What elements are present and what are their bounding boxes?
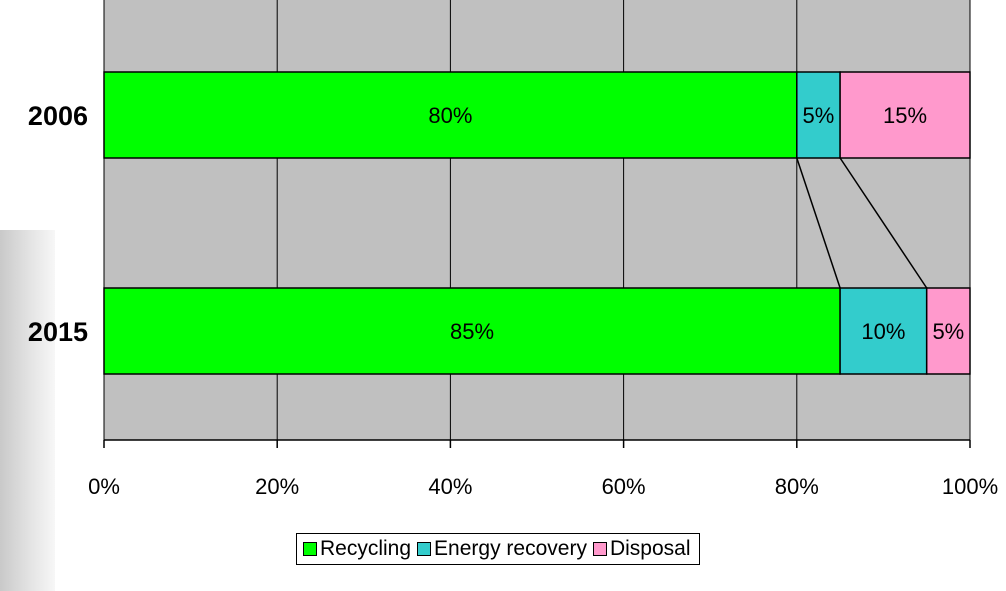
category-label: 2006 [28,101,88,131]
x-tick-labels: 0% 20% 40% 60% 80% 100% [88,474,998,499]
data-label: 15% [883,103,927,128]
bar-recycling [103,287,841,375]
legend: Recycling Energy recovery Disposal [296,533,700,565]
x-tick-label: 60% [602,474,646,499]
legend-label-disposal: Disposal [609,537,691,560]
bar-segments [103,71,971,375]
decorative-side-shade [0,230,55,591]
bar-disposal [925,287,971,375]
data-label: 85% [450,319,494,344]
bar-energy-recovery [839,287,928,375]
series-line [796,157,841,289]
legend-label-energy-recovery: Energy recovery [434,537,587,560]
stacked-bar-chart: 80% 5% 15% 85% 10% 5% 2006 2015 0% 20% 40% 60% 80%… [28,0,998,499]
x-tick-label: 20% [255,474,299,499]
legend-swatch-disposal [592,542,607,556]
x-tick-label: 0% [88,474,120,499]
legend-swatch-energy-recovery [417,542,432,556]
data-label: 80% [428,103,472,128]
x-tick-label: 80% [775,474,819,499]
x-tick-label: 100% [942,474,998,499]
data-label: 10% [861,319,905,344]
data-labels: 80% 5% 15% 85% 10% 5% [428,103,964,344]
legend-swatch-recycling [303,542,317,556]
legend-entry-energy-recovery: Energy recovery [417,537,587,561]
category-labels: 2006 2015 [28,101,88,347]
legend-entry-disposal: Disposal [592,537,691,561]
series-line [839,157,928,289]
bar-disposal [839,71,971,159]
data-label: 5% [932,319,964,344]
legend-entry-recycling: Recycling [303,537,411,561]
category-label: 2015 [28,317,88,347]
data-label: 5% [803,103,835,128]
series-lines [796,157,928,289]
legend-label-recycling: Recycling [320,537,412,560]
x-tick-label: 40% [428,474,472,499]
